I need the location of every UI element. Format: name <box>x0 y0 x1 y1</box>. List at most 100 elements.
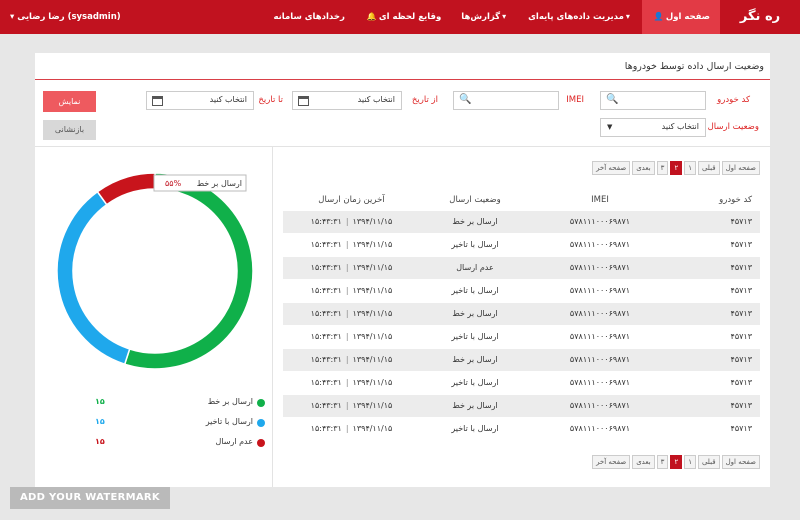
cell-last-send-time: ۱۵:۴۳:۳۱ | ۱۳۹۴/۱۱/۱۵ <box>283 232 420 256</box>
header-vehicle-code[interactable]: کد خودرو <box>719 195 752 206</box>
cell-send-status: ارسال با تاخیر <box>420 370 530 394</box>
imei-input[interactable]: 🔍 <box>453 91 559 110</box>
cell-send-status: عدم ارسال <box>420 255 530 279</box>
page-button[interactable]: قبلی <box>697 161 720 175</box>
tooltip-label: ارسال بر خط <box>197 179 242 188</box>
legend-item[interactable]: ارسال با تاخیر ۱۵ <box>95 417 265 431</box>
cell-last-send-time: ۱۵:۴۳:۳۱ | ۱۳۹۴/۱۱/۱۵ <box>283 209 420 233</box>
cell-last-send-time: ۱۵:۴۳:۳۱ | ۱۳۹۴/۱۱/۱۵ <box>283 278 420 302</box>
page-button[interactable]: صفحه آخر <box>592 161 631 175</box>
page-button[interactable]: بعدی <box>632 455 655 469</box>
calendar-icon[interactable] <box>152 96 163 106</box>
donut-slice-2[interactable] <box>96 172 156 206</box>
page-button[interactable]: صفحه اول <box>721 455 760 469</box>
cell-send-status: ارسال با تاخیر <box>420 278 530 302</box>
legend-item[interactable]: ارسال بر خط ۱۵ <box>95 397 265 411</box>
cell-date: ۱۳۹۴/۱۱/۱۵ <box>352 240 393 249</box>
cell-time: ۱۵:۴۳:۳۱ <box>310 332 342 341</box>
page-title: وضعیت ارسال داده توسط خودروها <box>624 61 764 72</box>
table-row[interactable]: ۱۵:۴۳:۳۱ | ۱۳۹۴/۱۱/۱۵ ارسال بر خط ۵۷۸۱۱۱۰۰۰۶… <box>283 209 760 233</box>
cell-time: ۱۵:۴۳:۳۱ <box>310 217 342 226</box>
donut-slice-1[interactable] <box>56 190 131 366</box>
cell-send-status: ارسال با تاخیر <box>420 324 530 348</box>
table-row[interactable]: ۱۵:۴۳:۳۱ | ۱۳۹۴/۱۱/۱۵ ارسال با تاخیر ۵۷۸۱۱۱۰… <box>283 324 760 348</box>
search-icon: 🔍 <box>459 94 472 105</box>
page-button[interactable]: صفحه اول <box>721 161 760 175</box>
legend-value: ۱۵ <box>95 417 105 426</box>
user-menu[interactable]: ▾ رضا رضایی (sysadmin) <box>10 0 121 34</box>
header-imei[interactable]: IMEI <box>591 195 609 206</box>
reset-button[interactable]: بازنشانی <box>43 120 96 140</box>
legend-value: ۱۵ <box>95 397 105 406</box>
cell-imei: ۵۷۸۱۱۱۰۰۰۶۹۸۷۱ <box>530 209 670 233</box>
table-row[interactable]: ۱۵:۴۳:۳۱ | ۱۳۹۴/۱۱/۱۵ ارسال با تاخیر ۵۷۸۱۱۱۰… <box>283 232 760 256</box>
cell-send-status: ارسال با تاخیر <box>420 416 530 440</box>
cell-imei: ۵۷۸۱۱۱۰۰۰۶۹۸۷۱ <box>530 301 670 325</box>
table-row[interactable]: ۱۵:۴۳:۳۱ | ۱۳۹۴/۱۱/۱۵ عدم ارسال ۵۷۸۱۱۱۰۰۰۶۹۸… <box>283 255 760 279</box>
brand-logo[interactable]: ره نگر <box>739 9 781 24</box>
legend-label: عدم ارسال <box>215 437 253 446</box>
donut-slice-0[interactable] <box>123 172 254 370</box>
cell-send-status: ارسال بر خط <box>420 347 530 371</box>
legend-item[interactable]: عدم ارسال ۱۵ <box>95 437 265 451</box>
cell-vehicle-code: ۴۵۷۱۳ <box>670 278 760 302</box>
table-row[interactable]: ۱۵:۴۳:۳۱ | ۱۳۹۴/۱۱/۱۵ ارسال بر خط ۵۷۸۱۱۱۰۰۰۶… <box>283 393 760 417</box>
nav-item-label: رخدادهای سامانه <box>273 12 345 22</box>
calendar-icon[interactable] <box>298 96 309 106</box>
page-button[interactable]: ۱ <box>684 161 696 175</box>
nav-item-0[interactable]: 👤 صفحه اول <box>641 0 720 34</box>
separator: | <box>345 424 349 434</box>
cell-last-send-time: ۱۵:۴۳:۳۱ | ۱۳۹۴/۱۱/۱۵ <box>283 255 420 279</box>
pagination-bottom: صفحه اول قبلی ۱ ۲ ۳ بعدی صفحه آخر <box>590 455 760 469</box>
legend-dot-icon <box>257 439 265 447</box>
page-button[interactable]: ۲ <box>670 161 683 175</box>
table-row[interactable]: ۱۵:۴۳:۳۱ | ۱۳۹۴/۱۱/۱۵ ارسال بر خط ۵۷۸۱۱۱۰۰۰۶… <box>283 301 760 325</box>
page-button[interactable]: بعدی <box>632 161 655 175</box>
page-button[interactable]: ۳ <box>656 161 669 175</box>
page-button[interactable]: صفحه آخر <box>592 455 631 469</box>
cell-time: ۱۵:۴۳:۳۱ <box>310 240 342 249</box>
cell-time: ۱۵:۴۳:۳۱ <box>310 401 342 410</box>
cell-send-status: ارسال بر خط <box>420 393 530 417</box>
cell-imei: ۵۷۸۱۱۱۰۰۰۶۹۸۷۱ <box>530 416 670 440</box>
table-row[interactable]: ۱۵:۴۳:۳۱ | ۱۳۹۴/۱۱/۱۵ ارسال با تاخیر ۵۷۸۱۱۱۰… <box>283 370 760 394</box>
panel-header: وضعیت ارسال داده توسط خودروها <box>35 53 770 80</box>
header-last-send-time[interactable]: آخرین زمان ارسال <box>318 195 385 206</box>
cell-vehicle-code: ۴۵۷۱۳ <box>670 324 760 348</box>
legend-label: ارسال بر خط <box>207 397 253 406</box>
cell-imei: ۵۷۸۱۱۱۰۰۰۶۹۸۷۱ <box>530 393 670 417</box>
separator: | <box>345 286 349 295</box>
send-status-value: انتخاب کنید <box>661 122 699 131</box>
filters-divider <box>35 146 770 147</box>
page-button[interactable]: ۱ <box>684 455 696 469</box>
tooltip-value: ۵۵% <box>165 179 182 188</box>
cell-date: ۱۳۹۴/۱۱/۱۵ <box>352 401 393 410</box>
nav-item-3[interactable]: 🔔 وقایع لحظه ای <box>355 0 451 34</box>
cell-date: ۱۳۹۴/۱۱/۱۵ <box>352 332 393 341</box>
cell-imei: ۵۷۸۱۱۱۰۰۰۶۹۸۷۱ <box>530 232 670 256</box>
to-date-input[interactable]: انتخاب کنید <box>146 91 254 110</box>
nav-item-1[interactable]: مدیریت داده‌های پایه‌ای ▾ <box>518 0 642 34</box>
user-icon: 👤 <box>653 12 664 21</box>
table-row[interactable]: ۱۵:۴۳:۳۱ | ۱۳۹۴/۱۱/۱۵ ارسال بر خط ۵۷۸۱۱۱۰۰۰۶… <box>283 347 760 371</box>
nav-item-label: وقایع لحظه ای <box>378 12 442 22</box>
page-button[interactable]: ۳ <box>656 455 669 469</box>
nav-item-2[interactable]: گزارش‌ها ▾ <box>451 0 518 34</box>
vehicle-code-input[interactable]: 🔍 <box>600 91 706 110</box>
cell-vehicle-code: ۴۵۷۱۳ <box>670 393 760 417</box>
cell-last-send-time: ۱۵:۴۳:۳۱ | ۱۳۹۴/۱۱/۱۵ <box>283 301 420 325</box>
user-name: رضا رضایی (sysadmin) <box>17 12 121 22</box>
from-date-input[interactable]: انتخاب کنید <box>292 91 402 110</box>
send-status-select[interactable]: انتخاب کنید ▼ <box>600 118 706 137</box>
cell-send-status: ارسال بر خط <box>420 209 530 233</box>
table-header-row: آخرین زمان ارسال وضعیت ارسال IMEI کد خود… <box>283 191 760 210</box>
table-row[interactable]: ۱۵:۴۳:۳۱ | ۱۳۹۴/۱۱/۱۵ ارسال با تاخیر ۵۷۸۱۱۱۰… <box>283 416 760 440</box>
page-button[interactable]: قبلی <box>697 455 720 469</box>
header-send-status[interactable]: وضعیت ارسال <box>449 195 501 206</box>
cell-date: ۱۳۹۴/۱۱/۱۵ <box>352 378 393 387</box>
nav-item-4[interactable]: رخدادهای سامانه <box>263 0 354 34</box>
page-button[interactable]: ۲ <box>670 455 683 469</box>
table-row[interactable]: ۱۵:۴۳:۳۱ | ۱۳۹۴/۱۱/۱۵ ارسال با تاخیر ۵۷۸۱۱۱۰… <box>283 278 760 302</box>
show-button[interactable]: نمایش <box>43 91 96 112</box>
nav-item-label: گزارش‌ها <box>461 12 501 22</box>
